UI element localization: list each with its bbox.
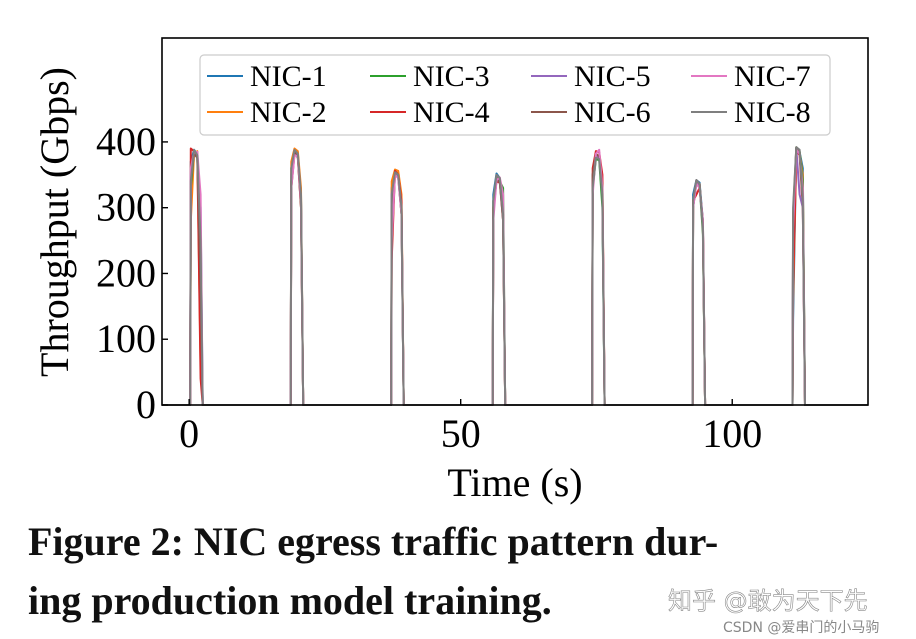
series-line-nic-4 bbox=[162, 147, 868, 406]
legend-label-nic-7: NIC-7 bbox=[734, 60, 811, 93]
legend-label-nic-1: NIC-1 bbox=[250, 60, 327, 93]
legend-label-nic-5: NIC-5 bbox=[574, 60, 651, 93]
y-tick-label: 200 bbox=[96, 250, 156, 295]
series-line-nic-8 bbox=[162, 146, 868, 406]
y-axis-label: Throughput (Gbps) bbox=[32, 67, 77, 377]
x-axis-label: Time (s) bbox=[447, 460, 582, 505]
legend-frame bbox=[199, 54, 831, 136]
series-line-nic-2 bbox=[162, 147, 868, 406]
legend-label-nic-4: NIC-4 bbox=[413, 96, 490, 129]
series-line-nic-3 bbox=[162, 146, 868, 406]
legend-label-nic-6: NIC-6 bbox=[574, 96, 651, 129]
figure-caption-line-2: ing production model training. bbox=[28, 578, 552, 623]
y-tick-label: 400 bbox=[96, 119, 156, 164]
watermark-csdn: CSDN @爱串门的小马驹 bbox=[723, 620, 879, 636]
legend-label-nic-8: NIC-8 bbox=[734, 96, 811, 129]
watermark-zhihu: 知乎 @敢为天下先 bbox=[668, 587, 868, 615]
figure-caption-line-1: Figure 2: NIC egress traffic pattern dur… bbox=[28, 519, 718, 564]
y-tick-label: 100 bbox=[96, 316, 156, 361]
x-tick-label: 100 bbox=[702, 411, 762, 456]
x-tick-label: 0 bbox=[179, 411, 199, 456]
series-line-nic-7 bbox=[162, 148, 868, 406]
ticks-layer: 0 50 100 0 100 200 300 400 bbox=[96, 119, 762, 456]
series-line-nic-6 bbox=[162, 146, 868, 406]
legend-label-nic-3: NIC-3 bbox=[413, 60, 490, 93]
series-layer bbox=[162, 146, 868, 406]
y-tick-label: 300 bbox=[96, 185, 156, 230]
series-line-nic-5 bbox=[162, 147, 868, 406]
y-tick-label: 0 bbox=[136, 382, 156, 427]
series-line-nic-1 bbox=[162, 147, 868, 406]
plot-frame bbox=[161, 37, 869, 406]
legend-label-nic-2: NIC-2 bbox=[250, 96, 327, 129]
x-tick-label: 50 bbox=[441, 411, 481, 456]
